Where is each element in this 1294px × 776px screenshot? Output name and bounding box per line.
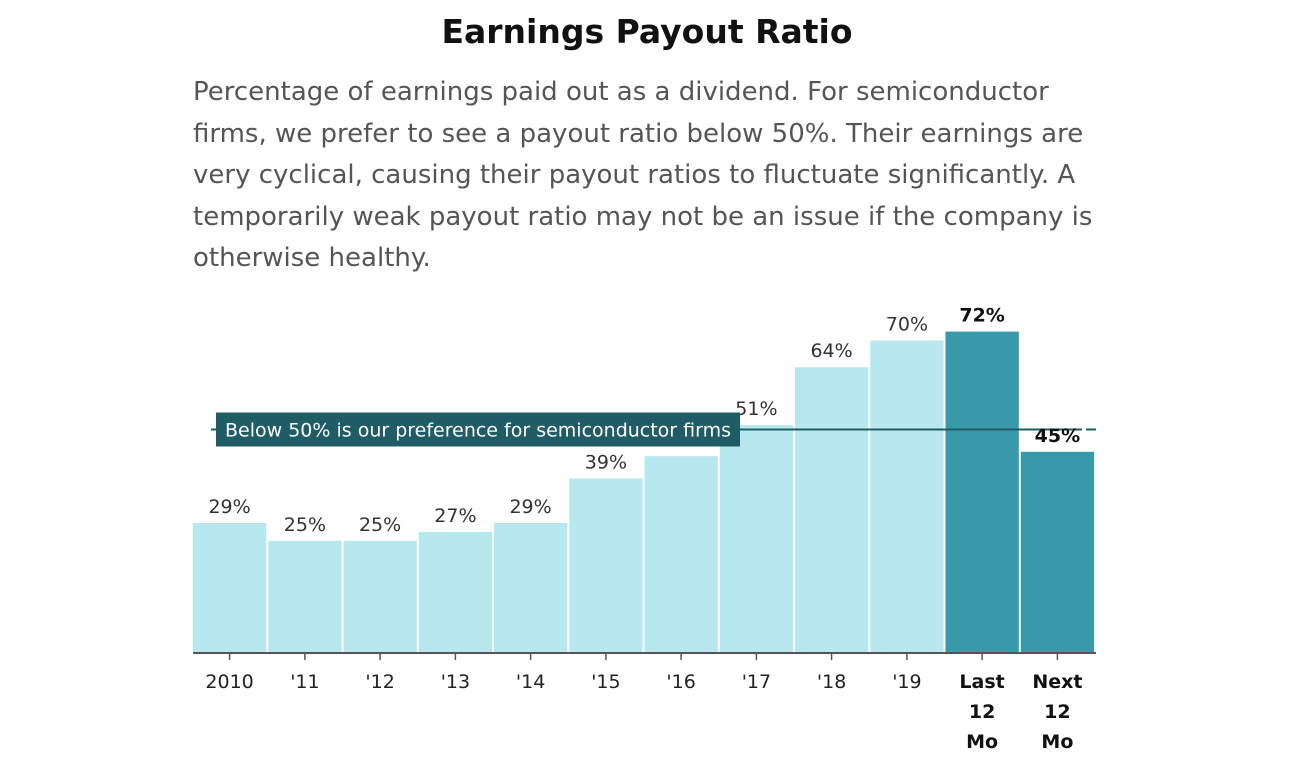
x-tick-label-7-0: '17 bbox=[742, 671, 771, 693]
bar-1 bbox=[268, 540, 342, 653]
x-tick-label-3-0: '13 bbox=[441, 671, 470, 693]
bar-value-label-10: 72% bbox=[959, 305, 1004, 327]
bar-10 bbox=[945, 331, 1019, 652]
bar-value-label-2: 25% bbox=[359, 514, 401, 536]
x-tick-label-9-0: '19 bbox=[892, 671, 921, 693]
x-tick-label-8-0: '18 bbox=[817, 671, 846, 693]
x-tick-label-0-0: 2010 bbox=[205, 671, 253, 693]
bar-3 bbox=[418, 531, 493, 652]
bar-9 bbox=[870, 340, 944, 652]
chart-subtitle: Percentage of earnings paid out as a div… bbox=[193, 77, 1093, 273]
x-tick-label-11-1: 12 bbox=[1044, 701, 1070, 723]
bar-6 bbox=[644, 456, 718, 652]
bar-5 bbox=[569, 478, 643, 652]
bar-value-label-0: 29% bbox=[208, 496, 250, 518]
bar-value-label-1: 25% bbox=[284, 514, 326, 536]
bar-value-label-9: 70% bbox=[886, 314, 928, 336]
x-tick-label-1-0: '11 bbox=[290, 671, 319, 693]
x-tick-label-10-2: Mo bbox=[966, 731, 998, 753]
bar-0 bbox=[193, 523, 267, 652]
bar-value-label-11: 45% bbox=[1035, 425, 1080, 447]
x-tick-label-6-0: '16 bbox=[666, 671, 695, 693]
bar-value-label-7: 51% bbox=[735, 398, 777, 420]
x-tick-label-2-0: '12 bbox=[365, 671, 394, 693]
x-tick-label-5-0: '15 bbox=[591, 671, 620, 693]
chart-title: Earnings Payout Ratio bbox=[441, 12, 853, 51]
x-tick-label-4-0: '14 bbox=[516, 671, 545, 693]
bar-4 bbox=[494, 523, 568, 652]
bar-value-label-8: 64% bbox=[810, 340, 852, 362]
x-tick-label-11-2: Mo bbox=[1041, 731, 1073, 753]
bar-value-label-4: 29% bbox=[509, 496, 551, 518]
bar-7 bbox=[719, 425, 794, 652]
bar-8 bbox=[795, 367, 869, 652]
x-tick-label-11-0: Next bbox=[1032, 671, 1082, 693]
x-tick-label-10-1: 12 bbox=[969, 701, 995, 723]
x-tick-label-10-0: Last bbox=[959, 671, 1004, 693]
bar-2 bbox=[343, 540, 417, 653]
bar-value-label-3: 27% bbox=[434, 505, 476, 527]
bar-11 bbox=[1020, 451, 1095, 653]
threshold-label-background bbox=[216, 412, 740, 447]
threshold-label: Below 50% is our preference for semicond… bbox=[225, 420, 731, 442]
bar-value-label-5: 39% bbox=[585, 451, 627, 473]
